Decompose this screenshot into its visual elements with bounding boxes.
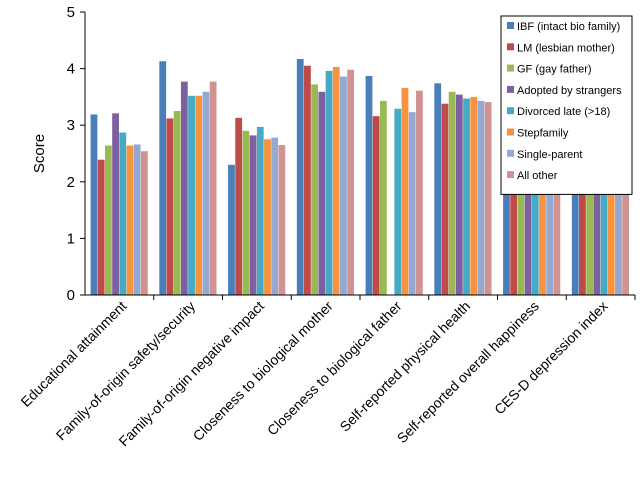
bar	[434, 83, 442, 295]
y-tick-label: 3	[67, 117, 75, 134]
bar	[347, 69, 355, 296]
bar	[296, 58, 304, 296]
legend-label: IBF (intact bio family)	[517, 21, 620, 33]
bar	[448, 91, 456, 295]
legend-label: GF (gay father)	[517, 64, 592, 76]
bar	[372, 116, 380, 295]
bar	[256, 126, 264, 295]
bar	[119, 132, 127, 295]
bar	[209, 81, 217, 295]
bar	[586, 171, 594, 295]
bar	[159, 61, 167, 295]
legend-label: Stepfamily	[517, 128, 569, 140]
bar	[242, 130, 250, 295]
legend-swatch	[507, 128, 514, 136]
bar	[441, 103, 449, 295]
legend: IBF (intact bio family) LM (lesbian mothe…	[500, 15, 633, 195]
bar	[271, 137, 279, 295]
legend-swatch	[507, 107, 514, 115]
y-tick-label: 1	[67, 230, 75, 247]
legend-label: LM (lesbian mother)	[517, 42, 615, 54]
bar	[470, 96, 478, 296]
bar	[579, 170, 586, 295]
bar	[379, 100, 387, 295]
bar	[166, 118, 174, 296]
bar	[195, 95, 203, 295]
x-category-label: Self-reported physical health	[336, 298, 473, 435]
bar	[112, 113, 119, 296]
y-axis-label: Score	[31, 134, 48, 173]
bar	[235, 117, 243, 295]
bar	[622, 184, 630, 295]
bar	[188, 95, 195, 295]
bar	[133, 144, 141, 295]
x-category-label: Self-reported overall happiness	[394, 298, 542, 446]
bar	[311, 84, 319, 295]
bar	[607, 186, 615, 295]
bar	[249, 135, 257, 295]
legend-swatch	[507, 149, 514, 157]
x-category-label: Closeness to biological mother	[190, 298, 336, 444]
y-tick-label: 5	[67, 4, 75, 21]
legend-label: Single-parent	[517, 149, 582, 161]
y-tick-label: 0	[67, 287, 75, 304]
bar	[463, 98, 470, 296]
bar	[278, 145, 286, 295]
bar	[304, 65, 311, 296]
legend-label: All other	[517, 170, 558, 182]
legend-label: Adopted by strangers	[517, 85, 622, 97]
bar	[325, 70, 333, 295]
bar	[408, 112, 416, 295]
y-tick-label: 2	[67, 174, 75, 191]
bar	[126, 145, 134, 295]
bar	[264, 139, 271, 295]
bar	[97, 159, 105, 295]
legend-swatch	[507, 43, 514, 51]
bar	[415, 90, 423, 295]
legend-swatch	[507, 22, 514, 29]
legend-swatch	[507, 64, 514, 72]
bar	[202, 91, 210, 295]
bar	[104, 145, 112, 295]
bar	[90, 114, 98, 295]
x-category-label: Family-of-origin safety/security	[53, 298, 199, 444]
bar	[340, 76, 347, 295]
bar	[365, 75, 373, 295]
legend-swatch	[507, 85, 514, 93]
bar	[615, 185, 622, 295]
bar	[477, 100, 485, 295]
bar	[180, 81, 188, 295]
bar	[318, 91, 326, 295]
bar	[571, 191, 579, 295]
legend-label: Divorced late (>18)	[517, 106, 610, 118]
legend-swatch	[507, 171, 514, 179]
bar	[401, 87, 409, 296]
bar	[332, 66, 340, 295]
bar	[394, 108, 402, 295]
bar	[484, 101, 492, 295]
bar	[173, 111, 181, 295]
bar	[600, 181, 608, 295]
x-category-label: CES-D depression index	[491, 298, 611, 418]
y-tick-label: 4	[67, 61, 75, 78]
x-category-label: Family-of-origin negative impact	[115, 298, 267, 450]
bar	[455, 94, 463, 295]
bar	[593, 184, 601, 295]
bar	[140, 151, 148, 295]
y-ticks-group: 0 1 2 3 4 5	[67, 4, 85, 304]
bar	[228, 164, 235, 295]
legend-box	[500, 15, 633, 195]
x-category-label: Closeness to biological father	[264, 298, 405, 439]
